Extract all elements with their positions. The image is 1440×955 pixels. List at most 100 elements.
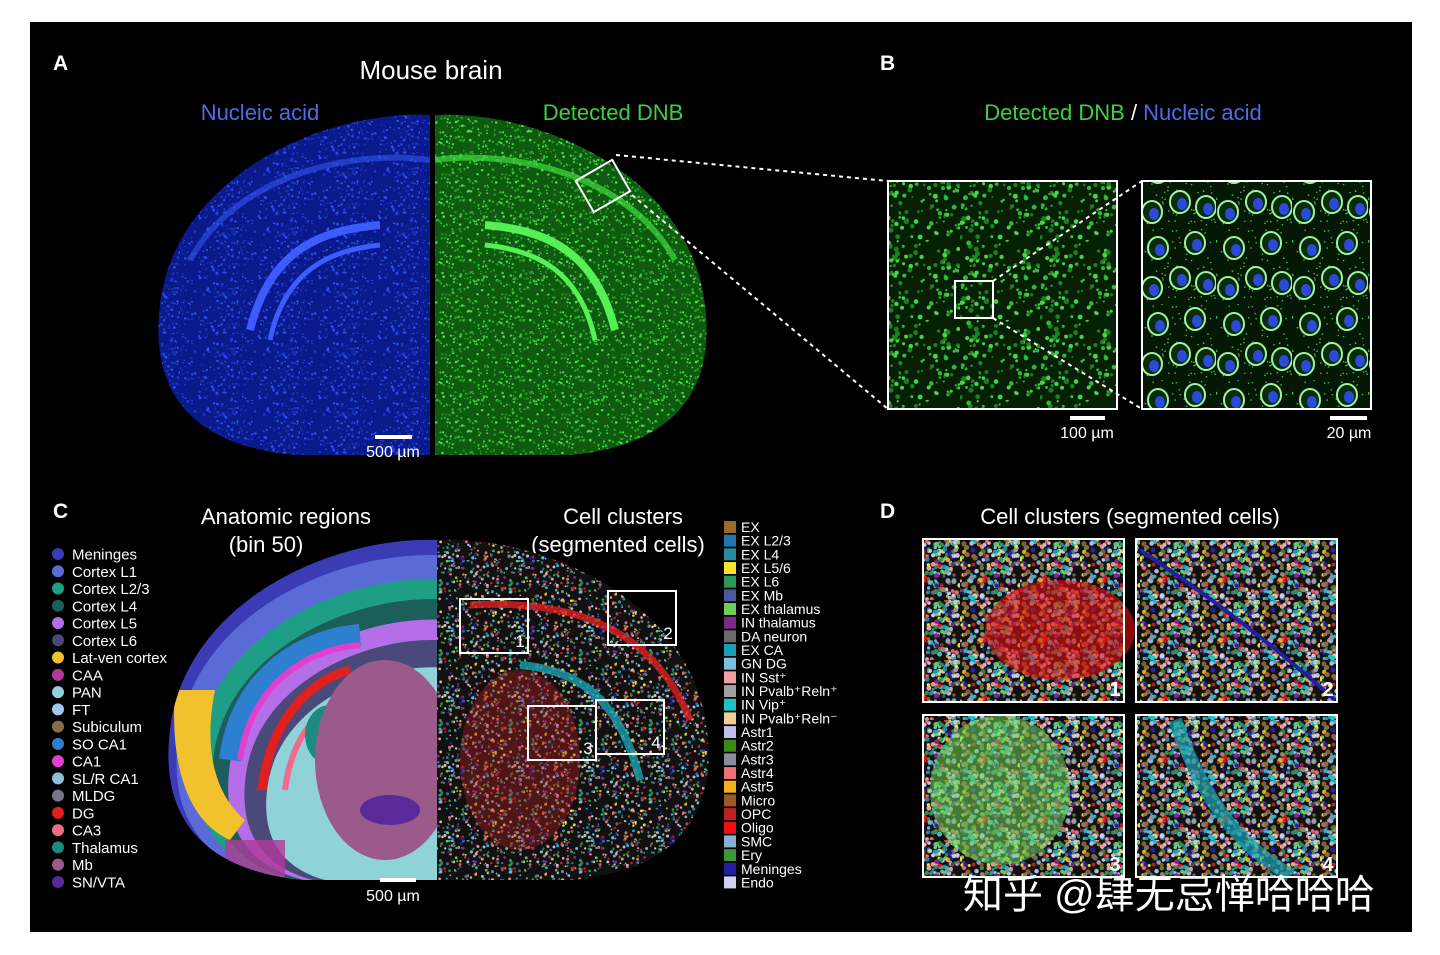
- panel-title: Mouse brain: [359, 55, 502, 85]
- zoom-box-label: 4: [651, 733, 660, 752]
- image-title: Anatomic regions: [201, 504, 371, 529]
- legend-swatch: [724, 862, 736, 875]
- legend-label: EX L6: [741, 574, 779, 590]
- image-frame: [887, 180, 1118, 410]
- zoom-box-label: 3: [583, 739, 592, 758]
- brain-regions: [168, 539, 441, 881]
- legend-label: SN/VTA: [72, 874, 125, 891]
- scale-bar-label: 500 µm: [366, 444, 420, 461]
- zoom-box-label: 1: [515, 632, 524, 651]
- legend-swatch: [724, 876, 736, 889]
- legend-swatch: [52, 875, 64, 888]
- legend-label: Astr2: [741, 738, 774, 754]
- zoom-line: [615, 154, 889, 182]
- panel-label: D: [880, 500, 895, 523]
- legend-label: DG: [72, 805, 95, 822]
- zoom-box: [595, 699, 665, 755]
- legend-swatch: [724, 835, 736, 848]
- zoom-boxes: 1 2 3 4: [459, 590, 677, 761]
- legend-swatch: [52, 755, 64, 768]
- legend-label: EX thalamus: [741, 601, 820, 617]
- legend-label: MLDG: [72, 788, 115, 805]
- inset-region: [985, 580, 1135, 680]
- inset-region: [1138, 548, 1337, 702]
- legend-swatch: [724, 698, 736, 711]
- legend-swatch: [724, 780, 736, 793]
- legend-swatch: [724, 603, 736, 616]
- image-title: Detected DNB: [543, 100, 684, 125]
- panel-title: Cell clusters (segmented cells): [980, 504, 1280, 529]
- scale-bar-label: 20 µm: [1327, 425, 1372, 442]
- legend-swatch: [724, 562, 736, 575]
- legend-label: EX L5/6: [741, 560, 791, 576]
- legend-swatch: [724, 849, 736, 862]
- legend-label: DA neuron: [741, 628, 807, 644]
- legend-swatch: [52, 772, 64, 785]
- legend-swatch: [52, 617, 64, 630]
- legend-label: Cortex L2/3: [72, 581, 150, 598]
- brain-dnb: [434, 114, 707, 456]
- legend-label: Subiculum: [72, 719, 142, 736]
- legend-label: SL/R CA1: [72, 771, 139, 788]
- image-subtitle: (bin 50): [229, 532, 304, 557]
- legend-swatch: [724, 808, 736, 821]
- legend-swatch: [724, 712, 736, 725]
- zoom-box: [607, 590, 677, 646]
- insets: 1 2 3 4: [922, 538, 1338, 882]
- legend-swatch: [724, 589, 736, 602]
- legend-swatch: [724, 644, 736, 657]
- inset-cells: [1136, 715, 1337, 877]
- region: [257, 665, 352, 791]
- zoom-box-label: 2: [663, 624, 672, 643]
- legend-swatch: [52, 668, 64, 681]
- legend-swatch: [52, 599, 64, 612]
- inset-label: 3: [1109, 854, 1120, 876]
- inset-label: 1: [1109, 679, 1120, 701]
- legend-swatch: [724, 767, 736, 780]
- legend-label: CA3: [72, 823, 101, 840]
- legend-swatch: [52, 634, 64, 647]
- legend-label: Meninges: [741, 861, 802, 877]
- legend-swatch: [724, 726, 736, 739]
- legend-label: IN Pvalb⁺Reln⁻: [741, 710, 837, 726]
- legend-label: Mb: [72, 857, 93, 874]
- legend-swatch: [724, 575, 736, 588]
- legend-swatch: [52, 686, 64, 699]
- legend-swatch: [52, 789, 64, 802]
- scale-bar-label: 100 µm: [1060, 425, 1114, 442]
- legend-label: EX: [741, 519, 760, 535]
- inset-region: [1168, 717, 1294, 882]
- legend-label: GN DG: [741, 656, 787, 672]
- legend-label: Ery: [741, 847, 762, 863]
- zoom-image-2: [1142, 181, 1371, 409]
- legend-label: Meninges: [72, 547, 137, 564]
- legend-swatch: [52, 737, 64, 750]
- image-title: Cell clusters: [563, 504, 683, 529]
- legend-label: EX L2/3: [741, 533, 791, 549]
- legend-swatch: [724, 630, 736, 643]
- legend-label: FT: [72, 702, 90, 719]
- inset-frame: [922, 714, 1125, 878]
- legend-swatch: [724, 685, 736, 698]
- zoom-line: [992, 180, 1143, 282]
- legend-label: OPC: [741, 806, 771, 822]
- legend-swatch: [52, 720, 64, 733]
- legend-swatch: [52, 582, 64, 595]
- legend-swatch: [724, 534, 736, 547]
- legend-label: Astr5: [741, 779, 774, 795]
- legend-swatch: [724, 671, 736, 684]
- inset: 3: [922, 714, 1125, 878]
- image-subtitle: (segmented cells): [531, 532, 705, 557]
- inset-frame: [922, 538, 1125, 703]
- legend-swatch: [52, 841, 64, 854]
- legend-label: Cortex L5: [72, 616, 137, 633]
- legend-swatch: [52, 703, 64, 716]
- region: [237, 642, 361, 761]
- title-part: Nucleic acid: [1143, 100, 1262, 125]
- zoom-box: [954, 280, 994, 319]
- legend-label: IN Sst⁺: [741, 669, 787, 685]
